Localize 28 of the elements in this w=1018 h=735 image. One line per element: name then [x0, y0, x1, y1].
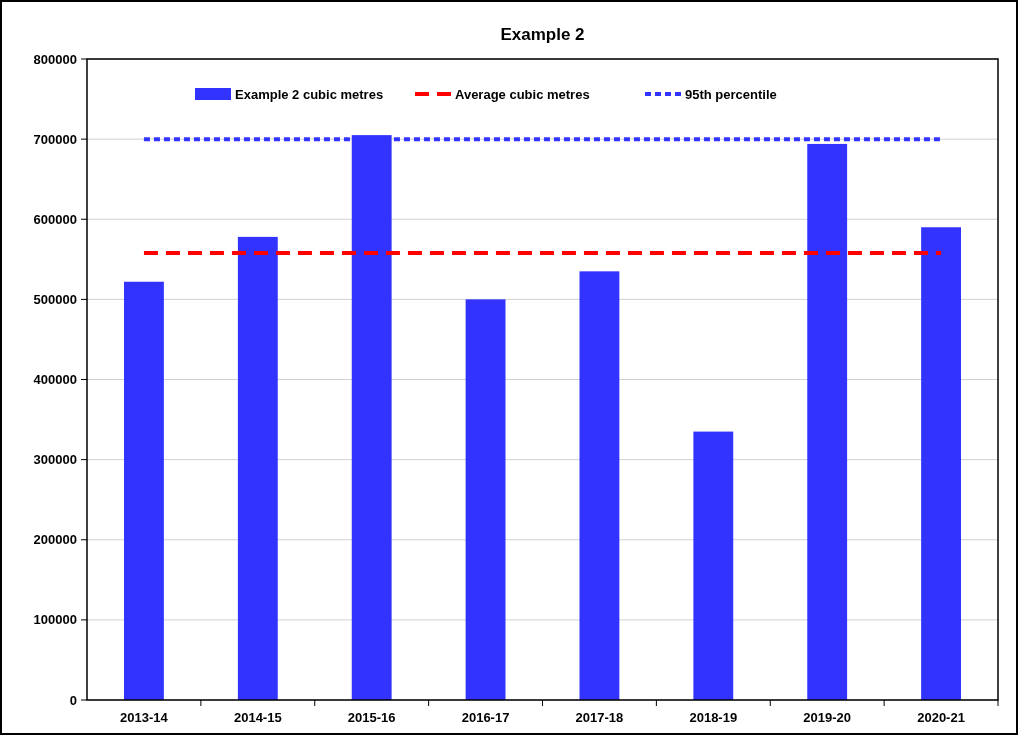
legend-label: Average cubic metres [455, 86, 590, 102]
y-tick-label: 500000 [33, 291, 77, 307]
y-tick-label: 600000 [33, 211, 77, 227]
legend-label: 95th percentile [685, 86, 777, 102]
x-tick-label: 2020-21 [917, 710, 965, 725]
x-tick-label: 2015-16 [347, 710, 396, 725]
bar [237, 236, 278, 700]
legend-label: Example 2 cubic metres [235, 86, 384, 102]
y-tick-label: 100000 [33, 612, 77, 628]
bar [807, 143, 848, 700]
x-tick-label: 2018-19 [689, 710, 738, 725]
y-tick-label: 300000 [33, 452, 77, 468]
bar [693, 431, 734, 700]
x-tick-label: 2019-20 [803, 710, 852, 725]
y-tick-label: 200000 [33, 532, 77, 548]
bar [921, 227, 961, 700]
bar [465, 299, 506, 700]
y-tick-label: 0 [69, 692, 77, 708]
x-tick-label: 2017-18 [575, 710, 624, 725]
x-tick-label: 2013-14 [120, 710, 169, 725]
chart-title: Example 2 [500, 25, 585, 44]
y-tick-label: 800000 [33, 51, 77, 67]
x-tick-label: 2016-17 [461, 710, 510, 725]
y-tick-label: 700000 [33, 131, 77, 147]
y-tick-label: 400000 [33, 372, 77, 388]
bar [579, 271, 620, 700]
x-tick-label: 2014-15 [233, 710, 282, 725]
bar [124, 281, 164, 700]
